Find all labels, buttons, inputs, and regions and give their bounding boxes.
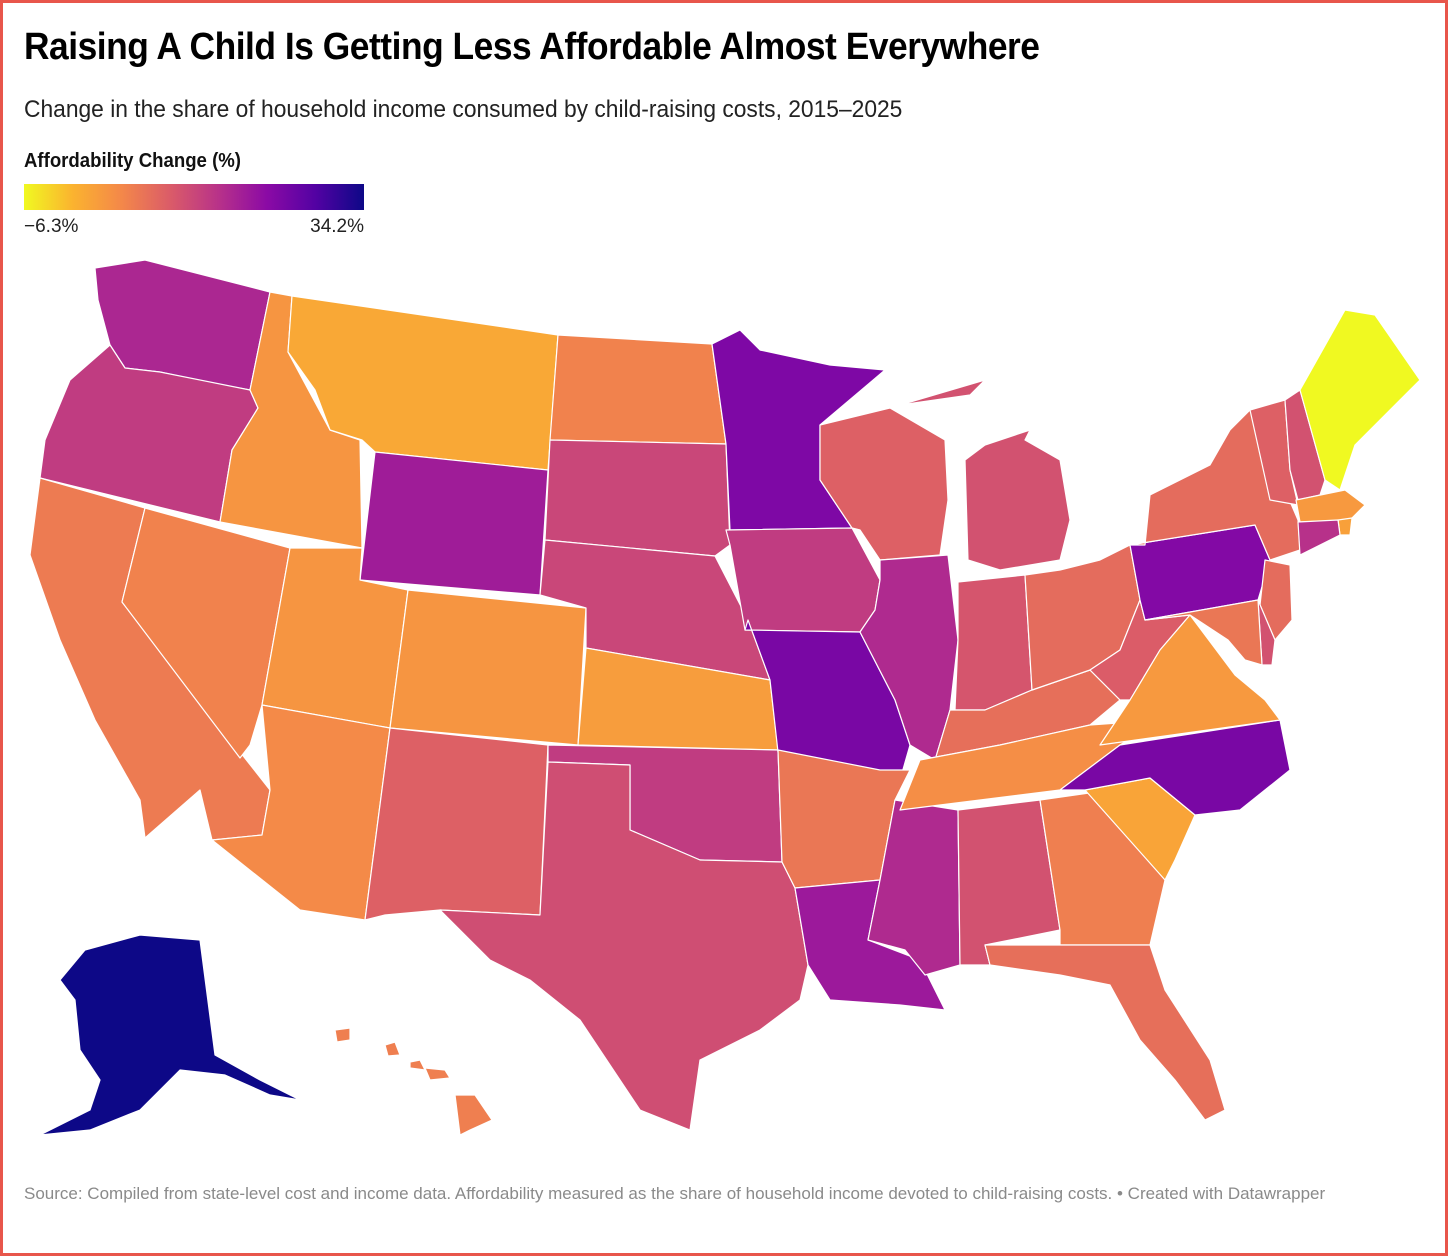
state-vt[interactable] [1249,399,1299,506]
source-note: Source: Compiled from state-level cost a… [24,1184,1326,1203]
legend-max-label: 34.2% [310,216,364,237]
state-md[interactable] [1144,599,1263,666]
state-nm[interactable] [364,727,549,921]
state-wy[interactable] [359,451,549,596]
state-ak[interactable] [39,934,301,1136]
state-tx[interactable] [439,761,809,1131]
state-ia[interactable] [725,527,881,633]
state-me[interactable] [1299,309,1421,491]
state-co[interactable] [389,589,587,746]
state-fl[interactable] [984,944,1226,1121]
state-ct[interactable] [1297,519,1341,556]
state-va[interactable] [1099,614,1281,746]
state-nc[interactable] [1059,719,1291,816]
state-in[interactable] [954,574,1033,711]
legend-gradient-bar [24,184,364,210]
chart-title: Raising A Child Is Getting Less Affordab… [24,26,1040,68]
us-choropleth-map [29,259,1421,1136]
state-mi[interactable] [899,379,1071,571]
state-hi[interactable] [334,1027,493,1136]
legend-gradient [24,184,364,210]
state-sd[interactable] [544,439,731,557]
state-nd[interactable] [549,334,727,445]
legend-title: Affordability Change (%) [24,150,242,172]
state-nj[interactable] [1259,559,1293,641]
legend-min-label: −6.3% [24,216,79,237]
state-il[interactable] [859,554,959,761]
state-ma[interactable] [1295,489,1366,523]
chart-subtitle: Change in the share of household income … [24,96,903,123]
